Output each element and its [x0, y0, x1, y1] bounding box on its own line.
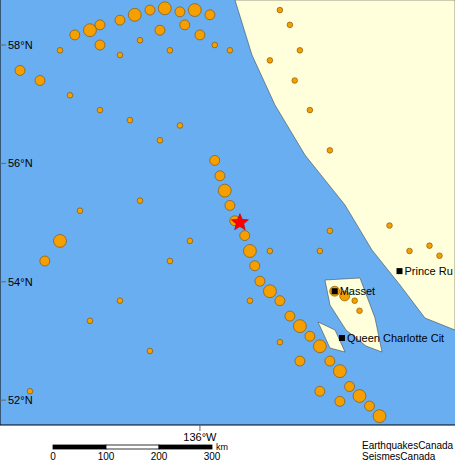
svg-text:52°N: 52°N	[8, 394, 33, 406]
svg-text:Queen Charlotte Cit: Queen Charlotte Cit	[347, 332, 444, 344]
svg-text:54°N: 54°N	[8, 276, 33, 288]
svg-text:56°N: 56°N	[8, 157, 33, 169]
svg-text:Masset: Masset	[340, 285, 375, 297]
svg-text:100: 100	[98, 451, 115, 462]
svg-text:0: 0	[50, 451, 56, 462]
svg-text:300: 300	[204, 451, 221, 462]
svg-text:EarthquakesCanada: EarthquakesCanada	[362, 440, 447, 451]
svg-text:km: km	[216, 442, 228, 452]
svg-text:58°N: 58°N	[8, 39, 33, 51]
svg-text:136°W: 136°W	[183, 431, 217, 443]
svg-text:SeismesCanada: SeismesCanada	[362, 451, 436, 462]
svg-text:200: 200	[151, 451, 168, 462]
svg-text:Prince Ru: Prince Ru	[405, 265, 447, 277]
